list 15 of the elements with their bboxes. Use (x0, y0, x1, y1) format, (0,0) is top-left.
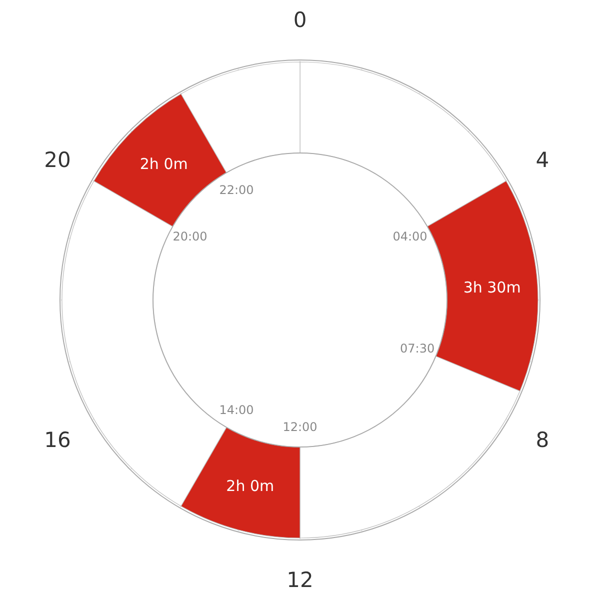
data-label: 3h 30m (463, 278, 521, 296)
text: 12 (286, 568, 314, 592)
text: 0 (293, 8, 307, 32)
text: 04:00 (392, 230, 428, 244)
text: 4 (536, 148, 550, 172)
text: 20:00 (172, 230, 208, 244)
text: 16 (44, 428, 71, 452)
text: 12:00 (282, 420, 318, 434)
text: 07:30 (400, 342, 435, 356)
text: 22:00 (219, 183, 254, 198)
text: 14:00 (219, 402, 254, 417)
data-label: 2h 0m (226, 476, 274, 495)
text: 8 (536, 428, 550, 452)
text: 20 (44, 148, 71, 172)
data-label: 2h 0m (140, 154, 188, 173)
